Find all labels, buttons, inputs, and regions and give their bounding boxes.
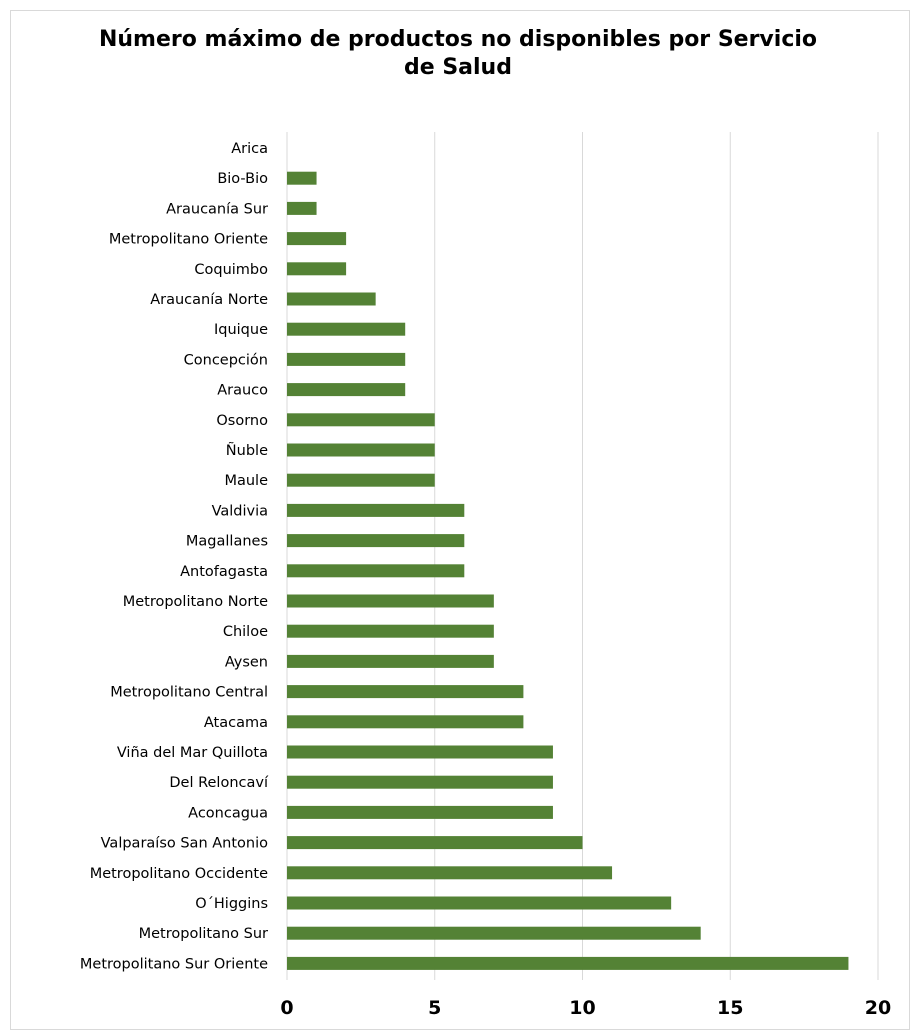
bar xyxy=(287,171,317,185)
chart-frame xyxy=(10,10,910,1030)
bar xyxy=(287,322,406,336)
bar xyxy=(287,956,849,970)
bars xyxy=(287,171,849,970)
category-label: Araucanía Norte xyxy=(150,292,268,308)
category-label: Bio-Bio xyxy=(217,171,268,187)
bar xyxy=(287,654,494,668)
bar xyxy=(287,262,347,276)
category-label: Del Reloncaví xyxy=(169,775,269,791)
bar xyxy=(287,413,435,427)
x-tick-label: 20 xyxy=(865,997,891,1019)
category-label: Chiloe xyxy=(223,624,268,640)
category-label: Concepción xyxy=(184,352,268,368)
category-label: Maule xyxy=(224,473,268,489)
bar xyxy=(287,896,672,910)
bar xyxy=(287,624,494,638)
bar xyxy=(287,443,435,457)
bar xyxy=(287,201,317,215)
x-tick-labels: 0 5 10 15 20 xyxy=(280,997,891,1019)
bar xyxy=(287,715,524,729)
category-label: Metropolitano Sur xyxy=(139,926,268,942)
bar xyxy=(287,926,701,940)
bar xyxy=(287,836,583,850)
bar xyxy=(287,292,376,306)
category-label: Araucanía Sur xyxy=(166,201,268,217)
category-label: Arauco xyxy=(217,383,268,399)
chart-title: Número máximo de productos no disponible… xyxy=(98,27,818,80)
category-label: Metropolitano Central xyxy=(110,685,268,701)
bar xyxy=(287,232,347,246)
bar xyxy=(287,534,465,548)
x-tick-label: 5 xyxy=(428,997,441,1019)
bar xyxy=(287,383,406,397)
category-label: Coquimbo xyxy=(194,262,268,278)
bar xyxy=(287,685,524,699)
bar xyxy=(287,805,553,819)
bar xyxy=(287,745,553,759)
category-label: Magallanes xyxy=(186,534,268,550)
bar xyxy=(287,503,465,517)
category-labels: Arica Bio-Bio Araucanía Sur Metropolitano O… xyxy=(80,141,269,972)
bar xyxy=(287,775,553,789)
x-tick-label: 10 xyxy=(569,997,595,1019)
category-label: Metropolitano Oriente xyxy=(109,232,268,248)
category-label: Antofagasta xyxy=(180,564,268,580)
category-label: Metropolitano Sur Oriente xyxy=(80,956,268,972)
bar xyxy=(287,352,406,366)
x-tick-label: 15 xyxy=(717,997,743,1019)
bar xyxy=(287,594,494,608)
category-label: Valparaíso San Antonio xyxy=(101,836,268,852)
bar xyxy=(287,866,613,880)
category-label: Atacama xyxy=(204,715,268,731)
category-label: Iquique xyxy=(214,322,268,338)
category-label: O´Higgins xyxy=(195,896,268,912)
category-label: Viña del Mar Quillota xyxy=(117,745,268,761)
grid-lines xyxy=(286,132,879,980)
category-label: Arica xyxy=(231,141,268,157)
category-label: Aysen xyxy=(225,654,268,670)
bar xyxy=(287,473,435,487)
category-label: Aconcagua xyxy=(188,805,268,821)
category-label: Metropolitano Occidente xyxy=(90,866,268,882)
x-tick-label: 0 xyxy=(280,997,293,1019)
category-label: Valdivia xyxy=(212,503,268,519)
category-label: Ñuble xyxy=(226,442,268,459)
bar xyxy=(287,564,465,578)
category-label: Osorno xyxy=(216,413,268,429)
category-label: Metropolitano Norte xyxy=(123,594,268,610)
